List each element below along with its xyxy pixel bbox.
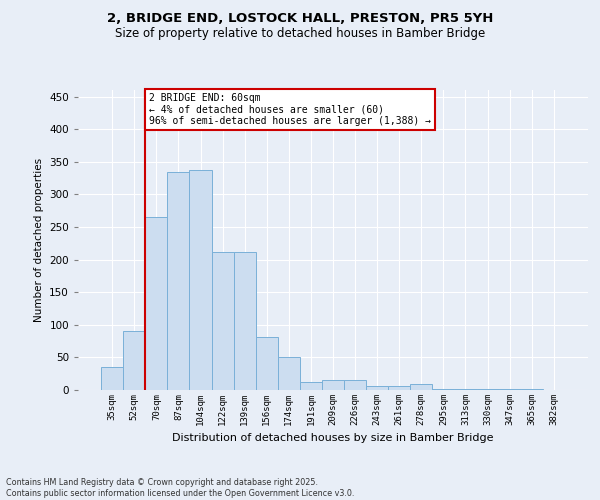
Bar xyxy=(366,386,388,390)
Bar xyxy=(388,386,410,390)
Text: Contains HM Land Registry data © Crown copyright and database right 2025.
Contai: Contains HM Land Registry data © Crown c… xyxy=(6,478,355,498)
Bar xyxy=(256,336,278,390)
Text: 2, BRIDGE END, LOSTOCK HALL, PRESTON, PR5 5YH: 2, BRIDGE END, LOSTOCK HALL, PRESTON, PR… xyxy=(107,12,493,26)
X-axis label: Distribution of detached houses by size in Bamber Bridge: Distribution of detached houses by size … xyxy=(172,434,494,444)
Bar xyxy=(278,358,300,390)
Bar xyxy=(167,172,190,390)
Bar xyxy=(344,380,366,390)
Bar xyxy=(123,332,145,390)
Bar xyxy=(101,367,123,390)
Bar xyxy=(300,382,322,390)
Bar xyxy=(212,252,233,390)
Bar xyxy=(322,380,344,390)
Text: 2 BRIDGE END: 60sqm
← 4% of detached houses are smaller (60)
96% of semi-detache: 2 BRIDGE END: 60sqm ← 4% of detached hou… xyxy=(149,94,431,126)
Bar xyxy=(410,384,433,390)
Bar xyxy=(233,252,256,390)
Y-axis label: Number of detached properties: Number of detached properties xyxy=(34,158,44,322)
Bar xyxy=(190,170,212,390)
Text: Size of property relative to detached houses in Bamber Bridge: Size of property relative to detached ho… xyxy=(115,28,485,40)
Bar xyxy=(145,217,167,390)
